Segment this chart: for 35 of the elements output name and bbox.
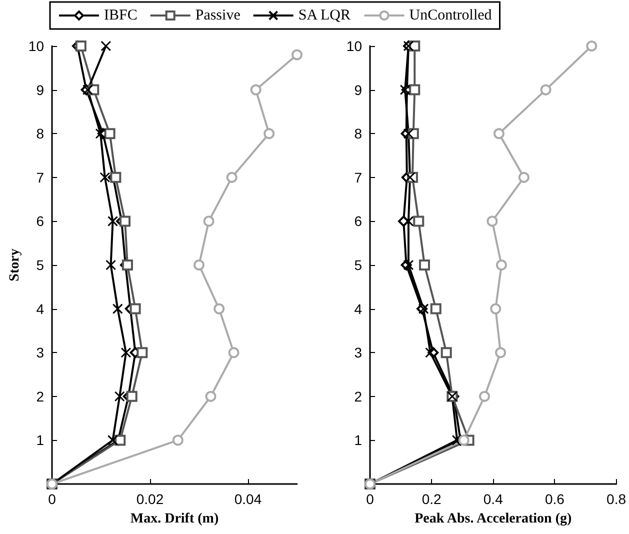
x-axis-title: Peak Abs. Acceleration (g) (414, 512, 572, 526)
legend-label: SA LQR (298, 8, 350, 24)
x-axis-title: Max. Drift (m) (130, 512, 219, 526)
x-tick-label: 0.4 (483, 491, 504, 507)
y-tick-label: 4 (36, 300, 44, 317)
y-tick-label: 4 (354, 300, 362, 317)
y-tick-label: 9 (354, 82, 362, 98)
y-tick-label: 8 (354, 126, 362, 142)
x-tick-label: 0.2 (422, 491, 442, 507)
x-tick-label: 0.02 (136, 491, 164, 507)
y-tick-label: 1 (36, 432, 44, 448)
y-tick-label: 8 (36, 126, 44, 142)
y-tick-label: 3 (354, 344, 362, 361)
legend-label: Passive (195, 8, 241, 24)
x-tick-label: 0.04 (234, 491, 262, 507)
y-tick-label: 10 (28, 38, 44, 54)
y-tick-label: 9 (36, 82, 44, 98)
y-tick-label: 10 (346, 38, 362, 54)
y-tick-label: 5 (354, 257, 362, 273)
y-tick-label: 7 (36, 169, 44, 186)
y-tick-label: 2 (36, 388, 44, 404)
legend-label: UnControlled (409, 8, 492, 24)
y-tick-label: 3 (36, 344, 44, 361)
y-tick-label: 2 (354, 388, 362, 404)
y-tick-label: 1 (354, 432, 362, 448)
y-axis-title: Story (8, 248, 22, 282)
x-tick-label: 0.6 (544, 491, 565, 507)
y-tick-label: 6 (36, 213, 44, 230)
y-tick-label: 6 (354, 213, 362, 230)
y-tick-label: 7 (354, 169, 362, 186)
x-tick-label: 0.8 (606, 491, 626, 507)
x-tick-label: 0 (366, 491, 374, 507)
y-tick-label: 5 (36, 257, 44, 273)
x-tick-label: 0 (48, 491, 56, 507)
legend-label: IBFC (104, 8, 138, 24)
